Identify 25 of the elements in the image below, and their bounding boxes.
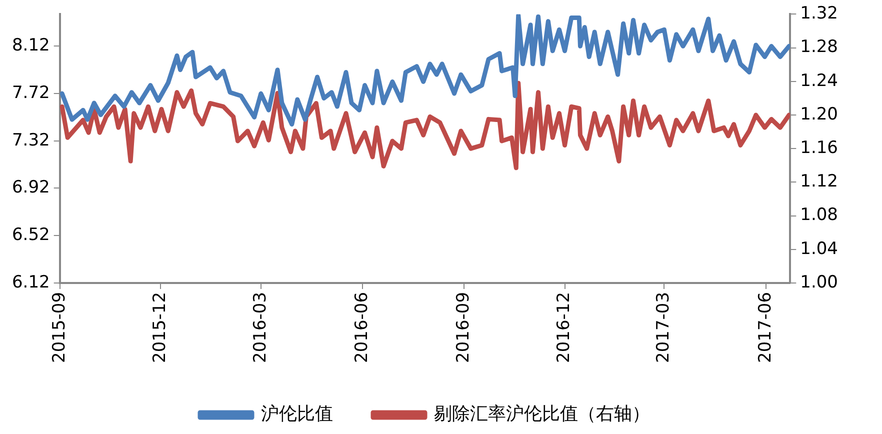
x-tick-label: 2015-09 — [49, 292, 70, 363]
y-tick-label: 7.72 — [12, 82, 50, 103]
y2-tick-label: 1.08 — [800, 205, 838, 226]
y-tick-label: 6.92 — [12, 178, 50, 198]
y2-tick-label: 1.20 — [800, 104, 838, 124]
legend-label: 剔除汇率沪伦比值（右轴） — [434, 404, 650, 425]
x-tick-label: 2015-12 — [150, 292, 170, 363]
y2-tick-label: 1.28 — [800, 37, 838, 58]
y2-tick-label: 1.00 — [800, 272, 838, 292]
y-tick-label: 6.52 — [12, 225, 50, 246]
y2-tick-label: 1.12 — [800, 172, 838, 192]
y2-tick-label: 1.24 — [800, 70, 838, 91]
y-tick-label: 8.12 — [12, 36, 50, 56]
y2-tick-label: 1.16 — [800, 138, 838, 158]
y2-tick-label: 1.32 — [800, 4, 838, 24]
x-tick-label: 2017-03 — [654, 292, 674, 363]
x-tick-label: 2016-06 — [352, 292, 372, 363]
legend-label: 沪伦比值 — [261, 404, 333, 425]
y-tick-label: 7.32 — [12, 130, 50, 150]
x-tick-label: 2017-06 — [755, 292, 776, 363]
y-tick-label: 6.12 — [12, 272, 50, 292]
x-tick-label: 2016-12 — [554, 292, 574, 363]
y2-tick-label: 1.04 — [800, 238, 838, 259]
x-tick-label: 2016-03 — [250, 292, 270, 363]
x-tick-label: 2016-09 — [454, 292, 474, 363]
